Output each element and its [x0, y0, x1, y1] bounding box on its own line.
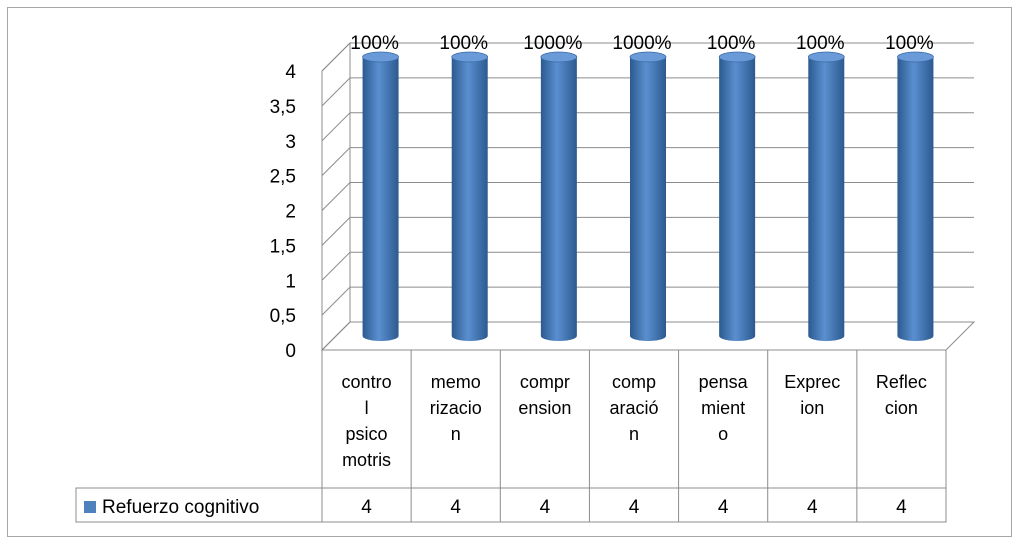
table-cell-value: 4 — [718, 497, 729, 518]
y-tick-label: 2 — [285, 202, 296, 223]
y-tick-label: 2,5 — [270, 167, 296, 188]
table-cell-value: 4 — [361, 497, 372, 518]
y-tick-label: 4 — [285, 62, 296, 83]
data-label: 100% — [707, 33, 756, 54]
bar — [807, 51, 845, 342]
bar-top — [718, 51, 756, 63]
category-label: contro l psico motris — [342, 372, 392, 470]
bar-top — [451, 51, 489, 63]
category-label: Exprec ion — [784, 372, 840, 418]
data-label: 100% — [885, 33, 934, 54]
table-cell-value: 4 — [896, 497, 907, 518]
y-tick-label: 0 — [285, 341, 296, 362]
table-cell-value: 4 — [540, 497, 551, 518]
bar-body — [540, 57, 577, 342]
data-label: 1000% — [612, 33, 671, 54]
gridline — [321, 77, 974, 107]
bar-body — [362, 57, 399, 342]
category-label: compr ension — [518, 372, 571, 418]
category-label: Reflec cion — [876, 372, 927, 418]
gridline — [321, 42, 974, 72]
data-table: contro l psico motris 4 memo rizacio n 4 compr ens… — [75, 350, 947, 523]
bar — [540, 51, 578, 342]
data-label: 100% — [439, 33, 488, 54]
series-name: Refuerzo cognitivo — [102, 497, 259, 518]
bar — [362, 51, 399, 342]
bars — [362, 51, 934, 342]
gridline — [321, 216, 974, 246]
bar-body — [451, 57, 488, 342]
table-cell-value: 4 — [807, 497, 818, 518]
gridline — [321, 182, 974, 211]
category-label: pensa mient o — [699, 372, 749, 444]
category-label: memo rizacio n — [430, 372, 482, 444]
legend-swatch — [84, 501, 96, 513]
y-axis: 0 0,5 1 1,5 2 2,5 3 3,5 4 — [270, 62, 297, 362]
bar-top — [897, 51, 934, 63]
bar-top — [629, 51, 667, 63]
category-label: comp aració n — [609, 372, 658, 444]
bar-body — [897, 57, 934, 342]
data-labels: 100% 100% 1000% 1000% 100% 100% 100% — [350, 33, 934, 54]
gridline — [321, 147, 974, 176]
bar — [718, 51, 756, 342]
bar — [629, 51, 667, 341]
y-tick-label: 3,5 — [270, 97, 296, 118]
bar — [897, 51, 934, 342]
data-label: 100% — [796, 33, 845, 54]
bar-body — [630, 57, 666, 341]
bar-top — [540, 51, 578, 63]
bar-body — [719, 57, 756, 342]
y-tick-label: 1 — [285, 271, 296, 292]
bar-top — [362, 51, 399, 63]
gridlines — [321, 42, 974, 351]
gridline — [321, 286, 974, 316]
y-tick-label: 1,5 — [270, 236, 296, 257]
chart-frame — [7, 7, 1012, 537]
gridline — [321, 251, 974, 281]
bar-body — [808, 57, 845, 342]
gridline — [321, 321, 974, 351]
bar-top — [807, 51, 845, 63]
table-cell-value: 4 — [629, 497, 640, 518]
table-cell-value: 4 — [450, 497, 461, 518]
bar — [451, 51, 489, 342]
y-tick-label: 0,5 — [270, 306, 296, 327]
gridline — [321, 112, 974, 142]
data-label: 1000% — [523, 33, 582, 54]
data-label: 100% — [350, 33, 399, 54]
y-tick-label: 3 — [285, 132, 296, 153]
